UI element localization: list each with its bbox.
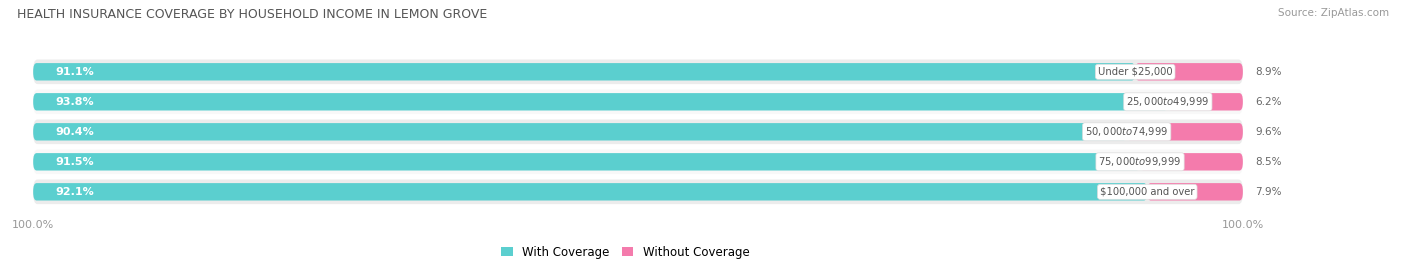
FancyBboxPatch shape (34, 119, 1243, 144)
FancyBboxPatch shape (34, 59, 1243, 84)
FancyBboxPatch shape (34, 153, 1140, 171)
Text: 90.4%: 90.4% (55, 127, 94, 137)
Text: Under $25,000: Under $25,000 (1098, 67, 1173, 77)
Text: 91.5%: 91.5% (55, 157, 94, 167)
Text: 8.5%: 8.5% (1256, 157, 1281, 167)
FancyBboxPatch shape (1140, 153, 1243, 171)
FancyBboxPatch shape (1168, 93, 1243, 111)
FancyBboxPatch shape (34, 179, 1243, 204)
FancyBboxPatch shape (34, 183, 1147, 200)
Text: $100,000 and over: $100,000 and over (1099, 187, 1195, 197)
FancyBboxPatch shape (1126, 123, 1243, 140)
FancyBboxPatch shape (34, 150, 1243, 174)
Text: 9.6%: 9.6% (1256, 127, 1281, 137)
Legend: With Coverage, Without Coverage: With Coverage, Without Coverage (501, 246, 749, 259)
Text: 8.9%: 8.9% (1256, 67, 1281, 77)
Text: 6.2%: 6.2% (1256, 97, 1281, 107)
FancyBboxPatch shape (1147, 183, 1243, 200)
FancyBboxPatch shape (34, 63, 1135, 80)
Text: $25,000 to $49,999: $25,000 to $49,999 (1126, 95, 1209, 108)
Text: 92.1%: 92.1% (55, 187, 94, 197)
Text: $50,000 to $74,999: $50,000 to $74,999 (1085, 125, 1168, 138)
FancyBboxPatch shape (34, 90, 1243, 114)
FancyBboxPatch shape (34, 123, 1126, 140)
Text: 7.9%: 7.9% (1256, 187, 1281, 197)
FancyBboxPatch shape (1135, 63, 1243, 80)
Text: $75,000 to $99,999: $75,000 to $99,999 (1098, 155, 1181, 168)
Text: 91.1%: 91.1% (55, 67, 94, 77)
FancyBboxPatch shape (34, 93, 1168, 111)
Text: 93.8%: 93.8% (55, 97, 94, 107)
Text: HEALTH INSURANCE COVERAGE BY HOUSEHOLD INCOME IN LEMON GROVE: HEALTH INSURANCE COVERAGE BY HOUSEHOLD I… (17, 8, 486, 21)
Text: Source: ZipAtlas.com: Source: ZipAtlas.com (1278, 8, 1389, 18)
